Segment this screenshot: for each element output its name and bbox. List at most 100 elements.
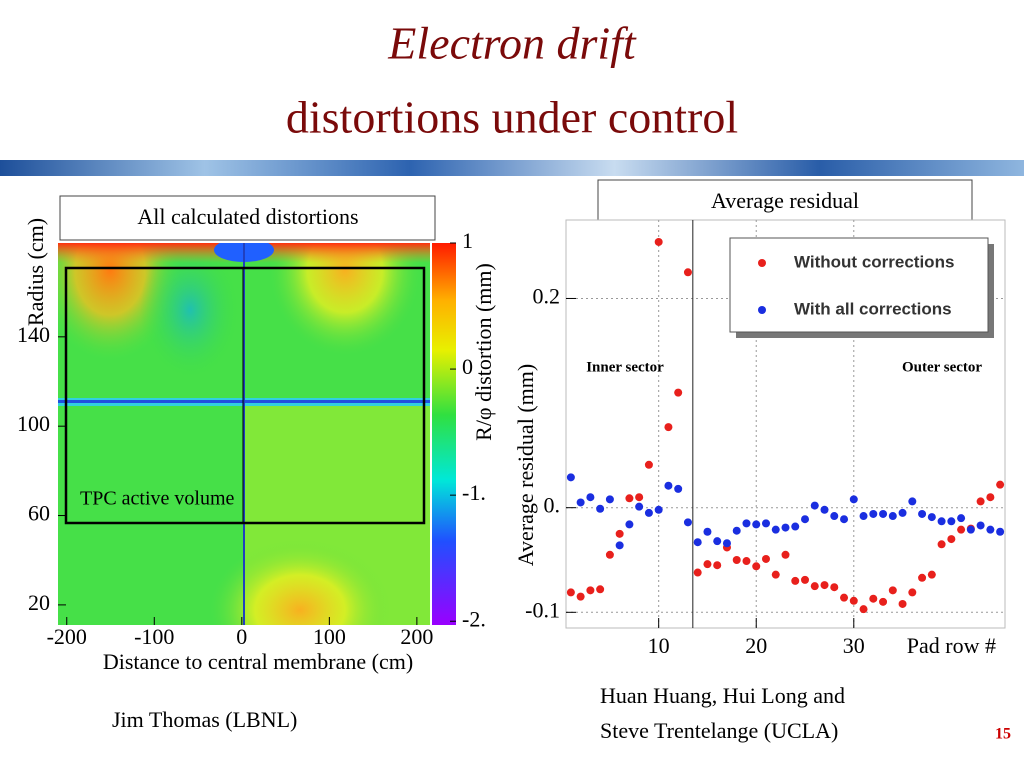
data-point	[586, 493, 595, 502]
colorbar-tick-label: 1	[462, 228, 473, 253]
data-point	[927, 570, 936, 579]
heatmap	[58, 243, 430, 625]
colorbar-tick-label: -2.	[462, 606, 486, 631]
data-point	[879, 509, 888, 518]
credit: Huan Huang, Hui Long and	[600, 683, 845, 708]
data-point	[840, 515, 849, 524]
data-point	[937, 540, 946, 549]
data-point	[693, 538, 702, 547]
data-point	[849, 495, 858, 504]
data-point	[674, 484, 683, 493]
data-point	[986, 525, 995, 534]
data-point	[586, 586, 595, 595]
data-point	[761, 519, 770, 528]
data-point	[957, 525, 966, 534]
legend-label: Without corrections	[794, 252, 954, 271]
y-tick-label: 0.2	[533, 284, 561, 309]
legend	[729, 237, 989, 333]
data-point	[576, 498, 585, 507]
y-tick-label: -0.1	[525, 597, 560, 622]
data-point	[654, 505, 663, 514]
data-point	[820, 505, 829, 514]
page-number: 15	[995, 726, 1011, 743]
y-tick-label: 100	[17, 411, 50, 436]
data-point	[947, 535, 956, 544]
data-point	[644, 508, 653, 517]
credit: Jim Thomas (LBNL)	[112, 707, 297, 732]
data-point	[742, 519, 751, 528]
slide-subtitle: distortions under control	[286, 92, 738, 143]
data-point	[703, 527, 712, 536]
data-point	[791, 522, 800, 531]
data-point	[732, 526, 741, 535]
data-point	[801, 515, 810, 524]
annotation: Inner sector	[586, 359, 664, 375]
data-point	[596, 504, 605, 513]
data-point	[810, 582, 819, 591]
data-point	[664, 481, 673, 490]
data-point	[566, 588, 575, 597]
data-point	[996, 480, 1005, 489]
data-point	[566, 473, 575, 482]
data-point	[761, 554, 770, 563]
data-point	[752, 562, 761, 571]
data-point	[927, 513, 936, 522]
x-axis-label: Distance to central membrane (cm)	[103, 649, 413, 674]
title-box	[59, 195, 436, 241]
data-point	[820, 581, 829, 590]
x-tick-label: -200	[47, 624, 87, 649]
data-point	[781, 550, 790, 559]
data-point	[683, 268, 692, 277]
colorbar-label: R/φ distortion (mm)	[471, 263, 496, 441]
data-point	[869, 509, 878, 518]
data-point	[781, 523, 790, 532]
data-point	[654, 237, 663, 246]
data-point	[996, 527, 1005, 536]
data-point	[722, 539, 731, 548]
data-point	[966, 525, 975, 534]
x-tick-label: 10	[648, 633, 670, 658]
data-point	[752, 520, 761, 529]
x-tick-label: 20	[745, 633, 767, 658]
legend-label: With all corrections	[794, 299, 952, 318]
data-point	[644, 460, 653, 469]
y-axis-label: Radius (cm)	[23, 218, 48, 326]
data-point	[635, 493, 644, 502]
data-point	[976, 497, 985, 506]
x-tick-label: 0	[236, 624, 247, 649]
slide-title: Electron drift	[387, 18, 637, 69]
x-tick-label: 30	[843, 633, 865, 658]
chart-title: All calculated distortions	[137, 204, 358, 229]
title-box	[597, 179, 973, 225]
y-tick-label: 0.	[544, 493, 561, 518]
x-tick-label: 200	[400, 624, 433, 649]
credit: Steve Trentelange (UCLA)	[600, 718, 838, 743]
data-point	[664, 423, 673, 432]
data-point	[713, 537, 722, 546]
data-point	[918, 509, 927, 518]
data-point	[635, 502, 644, 511]
data-point	[947, 517, 956, 526]
x-tick-label: 100	[313, 624, 346, 649]
data-point	[742, 557, 751, 566]
legend-marker	[758, 259, 766, 267]
data-point	[888, 512, 897, 521]
data-point	[625, 520, 634, 529]
data-point	[771, 570, 780, 579]
data-point	[879, 597, 888, 606]
data-point	[801, 575, 810, 584]
data-point	[898, 599, 907, 608]
annotation: TPC active volume	[80, 488, 235, 510]
y-tick-label: 140	[17, 322, 50, 347]
data-point	[840, 593, 849, 602]
data-point	[859, 605, 868, 614]
y-axis-label: Average residual (mm)	[513, 364, 538, 566]
data-point	[576, 592, 585, 601]
data-point	[810, 501, 819, 510]
data-point	[888, 586, 897, 595]
data-point	[615, 541, 624, 550]
data-point	[615, 529, 624, 538]
data-point	[674, 388, 683, 397]
data-point	[732, 556, 741, 564]
